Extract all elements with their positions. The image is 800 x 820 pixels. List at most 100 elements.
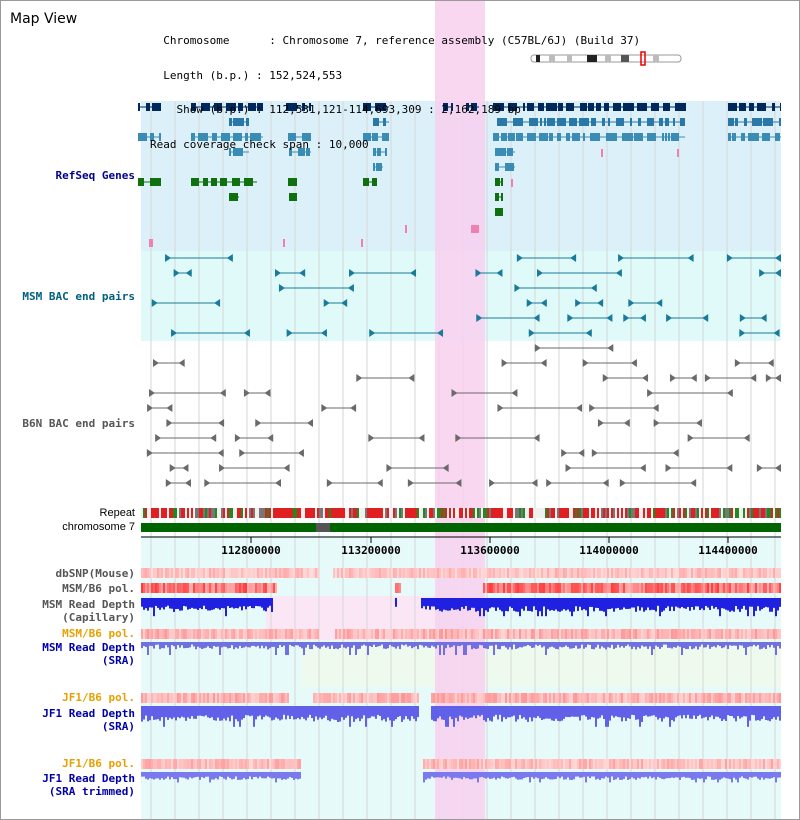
gene-exon <box>373 118 379 126</box>
polymorphism-cell <box>193 583 195 593</box>
read-depth-bar <box>763 598 765 608</box>
polymorphism-cell <box>717 568 719 578</box>
repeat-feature <box>241 508 243 518</box>
polymorphism-cell <box>395 568 397 578</box>
polymorphism-cell <box>243 568 245 578</box>
polymorphism-cell <box>723 759 725 769</box>
polymorphism-cell <box>733 629 735 639</box>
read-depth-bar <box>547 642 549 649</box>
polymorphism-cell <box>269 629 271 639</box>
polymorphism-cell <box>549 759 551 769</box>
polymorphism-cell <box>447 629 449 639</box>
polymorphism-cell <box>755 629 757 639</box>
read-depth-bar <box>479 706 481 717</box>
polymorphism-cell <box>635 583 637 593</box>
read-depth-bar <box>717 706 719 717</box>
polymorphism-cell <box>643 693 645 703</box>
track-label-msm-bac[interactable]: MSM BAC end pairs <box>22 290 135 303</box>
read-depth-bar <box>471 706 473 718</box>
repeat-feature <box>151 508 153 518</box>
read-depth-bar <box>525 706 527 720</box>
polymorphism-cell <box>715 583 717 593</box>
msm-bac-pair-end <box>226 254 233 262</box>
polymorphism-cell <box>241 693 243 703</box>
polymorphism-cell <box>711 583 713 593</box>
gene-exon <box>665 133 667 141</box>
polymorphism-cell <box>499 629 501 639</box>
read-depth-bar <box>151 598 153 608</box>
polymorphism-cell <box>441 693 443 703</box>
read-depth-bar <box>259 642 261 649</box>
polymorphism-cell <box>587 759 589 769</box>
repeat-feature <box>141 508 143 518</box>
polymorphism-cell <box>651 759 653 769</box>
read-depth-bar <box>153 642 155 649</box>
polymorphism-cell <box>719 629 721 639</box>
read-depth-bar <box>275 706 277 718</box>
track-label-b6n-bac[interactable]: B6N BAC end pairs <box>22 417 135 430</box>
read-depth-bar <box>775 706 777 720</box>
polymorphism-cell <box>247 693 249 703</box>
polymorphism-cell <box>525 693 527 703</box>
read-depth-bar <box>423 642 425 648</box>
gene-exon <box>516 133 523 141</box>
polymorphism-cell <box>317 693 319 703</box>
polymorphism-cell <box>295 629 297 639</box>
read-depth-bar <box>747 706 749 727</box>
polymorphism-cell <box>773 759 775 769</box>
read-depth-bar <box>157 642 159 645</box>
gene-exon <box>466 103 469 111</box>
polymorphism-cell <box>655 568 657 578</box>
gene-exon <box>376 163 382 171</box>
repeat-feature <box>321 508 323 518</box>
polymorphism-cell <box>515 693 517 703</box>
read-depth-bar <box>559 642 561 647</box>
repeat-feature <box>461 508 463 518</box>
polymorphism-cell <box>531 693 533 703</box>
read-depth-bar <box>677 706 679 716</box>
read-depth-bar <box>759 598 761 611</box>
polymorphism-cell <box>281 568 283 578</box>
polymorphism-cell <box>171 583 173 593</box>
polymorphism-cell <box>163 693 165 703</box>
b6n-bac-pair-end <box>561 449 568 457</box>
polymorphism-cell <box>697 583 699 593</box>
read-depth-bar <box>195 642 197 650</box>
msm-bac-pair-end <box>567 314 574 322</box>
polymorphism-cell <box>763 693 765 703</box>
polymorphism-cell <box>205 629 207 639</box>
polymorphism-cell <box>407 629 409 639</box>
msm-bac-pair-end <box>590 284 597 292</box>
read-depth-bar <box>587 642 589 645</box>
polymorphism-cell <box>695 693 697 703</box>
polymorphism-cell <box>555 693 557 703</box>
polymorphism-cell <box>623 693 625 703</box>
polymorphism-cell <box>463 629 465 639</box>
read-depth-bar <box>313 706 315 722</box>
polymorphism-cell <box>571 693 573 703</box>
read-depth-bar <box>259 706 261 716</box>
track-label-refseq[interactable]: RefSeq Genes <box>55 169 135 182</box>
read-depth-bar <box>757 598 759 607</box>
polymorphism-cell <box>541 693 543 703</box>
polymorphism-cell <box>777 583 779 593</box>
polymorphism-cell <box>611 583 613 593</box>
read-depth-bar <box>545 642 547 655</box>
polymorphism-cell <box>495 568 497 578</box>
polymorphism-cell <box>349 568 351 578</box>
read-depth-bar <box>473 772 475 779</box>
polymorphism-cell <box>413 568 415 578</box>
read-depth-bar <box>595 772 597 780</box>
polymorphism-cell <box>335 629 337 639</box>
polymorphism-cell <box>729 759 731 769</box>
read-depth-bar <box>203 706 205 717</box>
read-depth-bar <box>687 772 689 778</box>
polymorphism-cell <box>465 568 467 578</box>
polymorphism-cell <box>483 693 485 703</box>
polymorphism-cell <box>255 759 257 769</box>
polymorphism-cell <box>353 693 355 703</box>
polymorphism-cell <box>551 693 553 703</box>
repeat-feature <box>403 508 405 518</box>
read-depth-bar <box>691 598 693 607</box>
